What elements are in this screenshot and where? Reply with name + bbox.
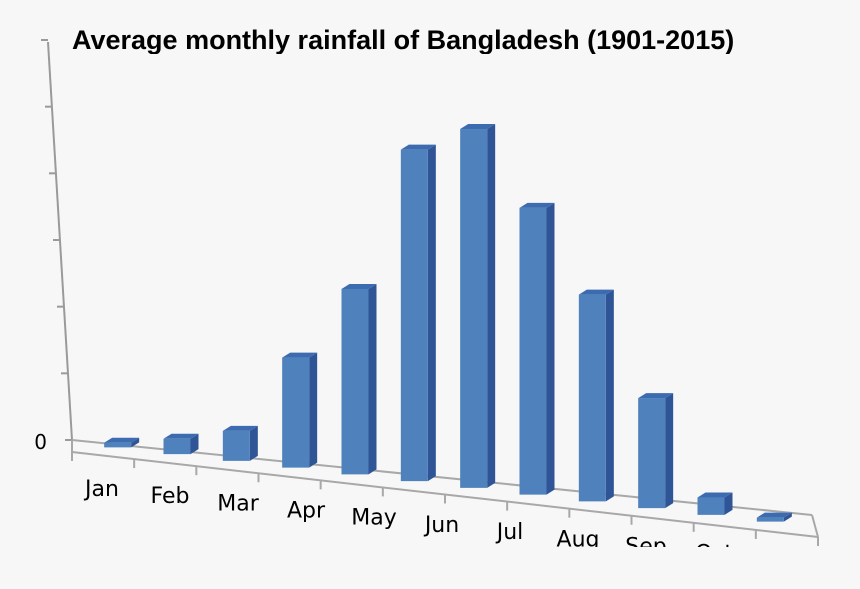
x-tick-label-apr: Apr <box>287 499 326 524</box>
floor-back-edge <box>71 439 813 516</box>
bar-front-face <box>222 430 250 461</box>
floor-right-edge <box>811 514 819 538</box>
bar-side-face <box>665 393 674 509</box>
bar-side-face <box>309 352 318 468</box>
bar-top-face <box>163 433 199 439</box>
bar-front-face <box>697 497 725 515</box>
bar-top-face <box>460 124 496 130</box>
bar-front-face <box>104 442 132 448</box>
bar-apr <box>282 352 318 468</box>
bars <box>104 124 792 522</box>
bar-feb <box>163 433 199 455</box>
x-tick-label-aug: Aug <box>557 527 600 552</box>
bar-side-face <box>783 512 792 522</box>
bar-top-face <box>638 393 674 399</box>
y-axis-zero-label: 0 <box>34 430 47 454</box>
bar-front-face <box>341 288 369 475</box>
bar-side-face <box>546 202 555 495</box>
x-tick-label-jun: Jun <box>423 513 459 538</box>
bar-nov <box>697 492 733 515</box>
bar-top-face <box>222 425 258 431</box>
bar-side-face <box>368 283 377 475</box>
bar-front-face <box>163 438 191 455</box>
tick-labels: Jan Feb Mar Apr May Jun Jul Aug Sep Oct Nov Dec <box>83 477 860 581</box>
bar-top-face <box>578 289 614 295</box>
bar-jan <box>104 437 140 448</box>
bar-may <box>341 283 377 475</box>
bar-dec <box>756 512 792 522</box>
bar-front-face <box>756 517 784 522</box>
bar-side-face <box>131 437 140 448</box>
x-tick-label-oct: Oct <box>695 542 733 567</box>
bar-front-face <box>460 129 488 488</box>
x-tick-label-dec: Dec <box>829 556 860 581</box>
bar-side-face <box>487 124 496 488</box>
bar-top-face <box>519 202 555 208</box>
bar-front-face <box>519 207 547 495</box>
bar-jul <box>460 124 496 488</box>
bar-sep <box>578 289 614 502</box>
bar-top-face <box>400 144 436 150</box>
x-tick-label-nov: Nov <box>761 549 804 574</box>
bar-oct <box>638 393 674 509</box>
bar-front-face <box>638 398 666 509</box>
bar-side-face <box>249 425 258 461</box>
bar-side-face <box>190 433 199 455</box>
bar-top-face <box>697 492 733 498</box>
bar-front-face <box>578 294 606 502</box>
bar-top-face <box>756 512 792 518</box>
chart-title: Average monthly rainfall of Bangladesh (… <box>72 25 734 55</box>
x-tick-label-sep: Sep <box>625 534 666 559</box>
bar-mar <box>222 425 258 461</box>
bar-top-face <box>341 283 377 289</box>
x-tick-label-feb: Feb <box>151 484 190 509</box>
bar-top-face <box>104 437 140 443</box>
x-tick-label-mar: Mar <box>217 491 259 516</box>
x-tick-label-jan: Jan <box>83 477 119 502</box>
axes <box>41 39 819 546</box>
bar-aug <box>519 202 555 495</box>
bar-jun <box>400 144 436 482</box>
bar-side-face <box>724 492 733 515</box>
bar-top-face <box>282 352 318 358</box>
bar-side-face <box>427 144 436 482</box>
bar-side-face <box>605 289 614 502</box>
bar-front-face <box>282 357 310 468</box>
x-tick-label-may: May <box>351 506 396 531</box>
bar-front-face <box>400 149 428 482</box>
x-tick-label-jul: Jul <box>495 520 524 545</box>
